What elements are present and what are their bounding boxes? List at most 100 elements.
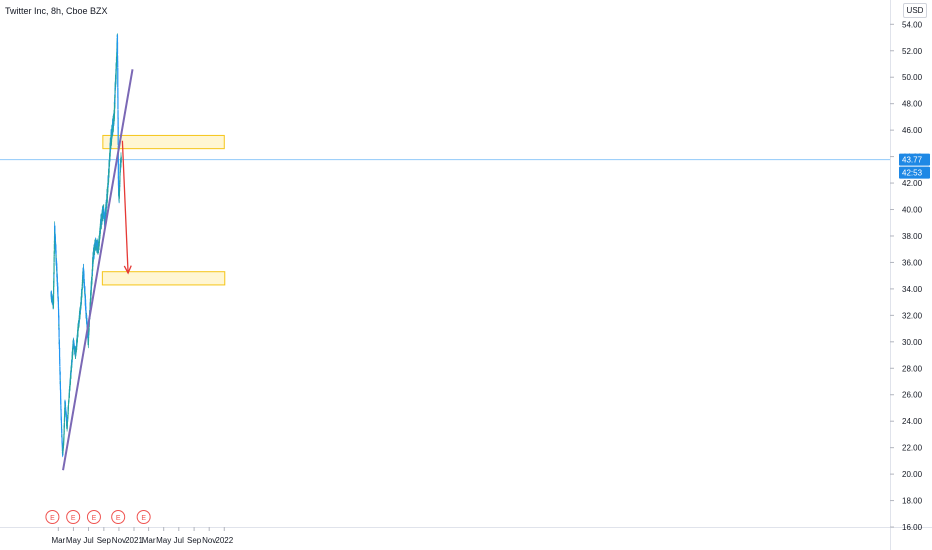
candle-body xyxy=(117,55,119,61)
candle-body xyxy=(58,347,61,358)
price-tick-label: 36.00 xyxy=(902,258,923,267)
candle-body xyxy=(114,105,116,109)
candle-body xyxy=(59,358,61,365)
trendline xyxy=(62,69,134,471)
resistance-zone xyxy=(102,134,225,150)
candle-body xyxy=(84,288,86,293)
candle-body xyxy=(61,429,63,434)
support-zone xyxy=(101,271,226,286)
last-price-label: 43.77 xyxy=(902,156,923,165)
price-tick-label: 20.00 xyxy=(902,470,923,479)
time-tick-label: Sep xyxy=(97,536,112,545)
price-tick-label: 18.00 xyxy=(902,497,923,506)
price-tick-label: 26.00 xyxy=(902,391,923,400)
time-tick-label: Jul xyxy=(83,536,93,545)
projection-arrow-head xyxy=(123,265,132,275)
time-tick-label: 2021 xyxy=(125,536,143,545)
price-tick-label: 48.00 xyxy=(902,100,923,109)
candle-body xyxy=(60,408,62,413)
candle-body xyxy=(118,193,120,199)
price-tick-label: 28.00 xyxy=(902,364,923,373)
earnings-marker-label: E xyxy=(50,515,55,522)
candle-body xyxy=(87,337,90,342)
time-tick-label: 2022 xyxy=(215,536,233,545)
candle-body xyxy=(83,273,85,282)
candle-body xyxy=(118,190,121,192)
price-tick-label: 34.00 xyxy=(902,285,923,294)
candle-body xyxy=(64,408,66,414)
price-tick-label: 24.00 xyxy=(902,417,923,426)
symbol-title: Twitter Inc, 8h, Cboe BZX xyxy=(5,6,108,16)
candle-body xyxy=(92,265,94,267)
candle-body xyxy=(58,337,60,339)
countdown-label: 42:53 xyxy=(902,169,923,178)
candle-body xyxy=(63,422,65,427)
price-tick-label: 50.00 xyxy=(902,73,923,82)
candle-body xyxy=(53,243,55,250)
candle-body xyxy=(119,175,121,182)
candle-body xyxy=(63,439,65,442)
price-tick-label: 46.00 xyxy=(902,126,923,135)
candle-body xyxy=(87,331,89,335)
candle-body xyxy=(58,328,60,338)
candle-body xyxy=(118,184,121,191)
candle-body xyxy=(86,322,88,326)
candle-body xyxy=(109,147,111,157)
price-tick-label: 54.00 xyxy=(902,20,923,29)
candle-body xyxy=(62,448,64,453)
candle-body xyxy=(60,392,62,400)
candle-body xyxy=(120,156,122,163)
candle-body xyxy=(61,445,63,451)
candle-body xyxy=(117,96,119,110)
candle-body xyxy=(80,293,83,301)
candle-body xyxy=(101,216,103,222)
candle-body xyxy=(52,294,55,303)
candle-body xyxy=(57,296,59,298)
earnings-marker xyxy=(111,510,126,524)
earnings-marker-label: E xyxy=(141,515,146,522)
price-tick-label: 52.00 xyxy=(902,47,923,56)
candle-body xyxy=(63,426,65,433)
time-tick-label: Jul xyxy=(174,536,184,545)
candle-body xyxy=(94,248,96,251)
candle-body xyxy=(59,371,61,381)
earnings-marker-label: E xyxy=(116,515,121,522)
candle-body xyxy=(60,423,63,426)
time-tick-label: Mar xyxy=(51,536,65,545)
time-tick-label: Mar xyxy=(142,536,156,545)
time-tick-label: Nov xyxy=(112,536,126,545)
candle-body xyxy=(60,412,62,418)
candle-body xyxy=(58,316,60,326)
candle-body xyxy=(105,209,107,212)
candle-body xyxy=(58,341,61,349)
price-tick-label: 42.00 xyxy=(902,179,923,188)
earnings-marker xyxy=(66,510,81,524)
candle-body xyxy=(117,127,119,145)
candle-body xyxy=(82,277,84,284)
time-tick-label: May xyxy=(66,536,81,545)
candle-body xyxy=(72,348,74,352)
candle-body xyxy=(89,302,92,307)
earnings-marker-label: E xyxy=(92,515,97,522)
candle-body xyxy=(66,421,68,427)
price-tick-label: 40.00 xyxy=(902,206,923,215)
candle-body xyxy=(59,357,61,359)
earnings-marker-label: E xyxy=(71,515,76,522)
price-tick-label: 38.00 xyxy=(902,232,923,241)
price-tick-label: 32.00 xyxy=(902,311,923,320)
candle-body xyxy=(63,418,66,423)
candle-body xyxy=(116,42,119,55)
earnings-marker xyxy=(136,510,151,524)
candle-body xyxy=(117,163,119,179)
price-tick-label: 30.00 xyxy=(902,338,923,347)
price-tick-label: 16.00 xyxy=(902,523,923,532)
candle-body xyxy=(117,67,119,88)
candle-body xyxy=(59,364,61,366)
currency-button[interactable]: USD xyxy=(903,3,927,18)
price-tick-label: 22.00 xyxy=(902,444,923,453)
candle-body xyxy=(64,407,67,409)
last-price-label-bg xyxy=(899,153,930,166)
candle-body xyxy=(91,277,93,281)
earnings-marker xyxy=(45,510,60,524)
